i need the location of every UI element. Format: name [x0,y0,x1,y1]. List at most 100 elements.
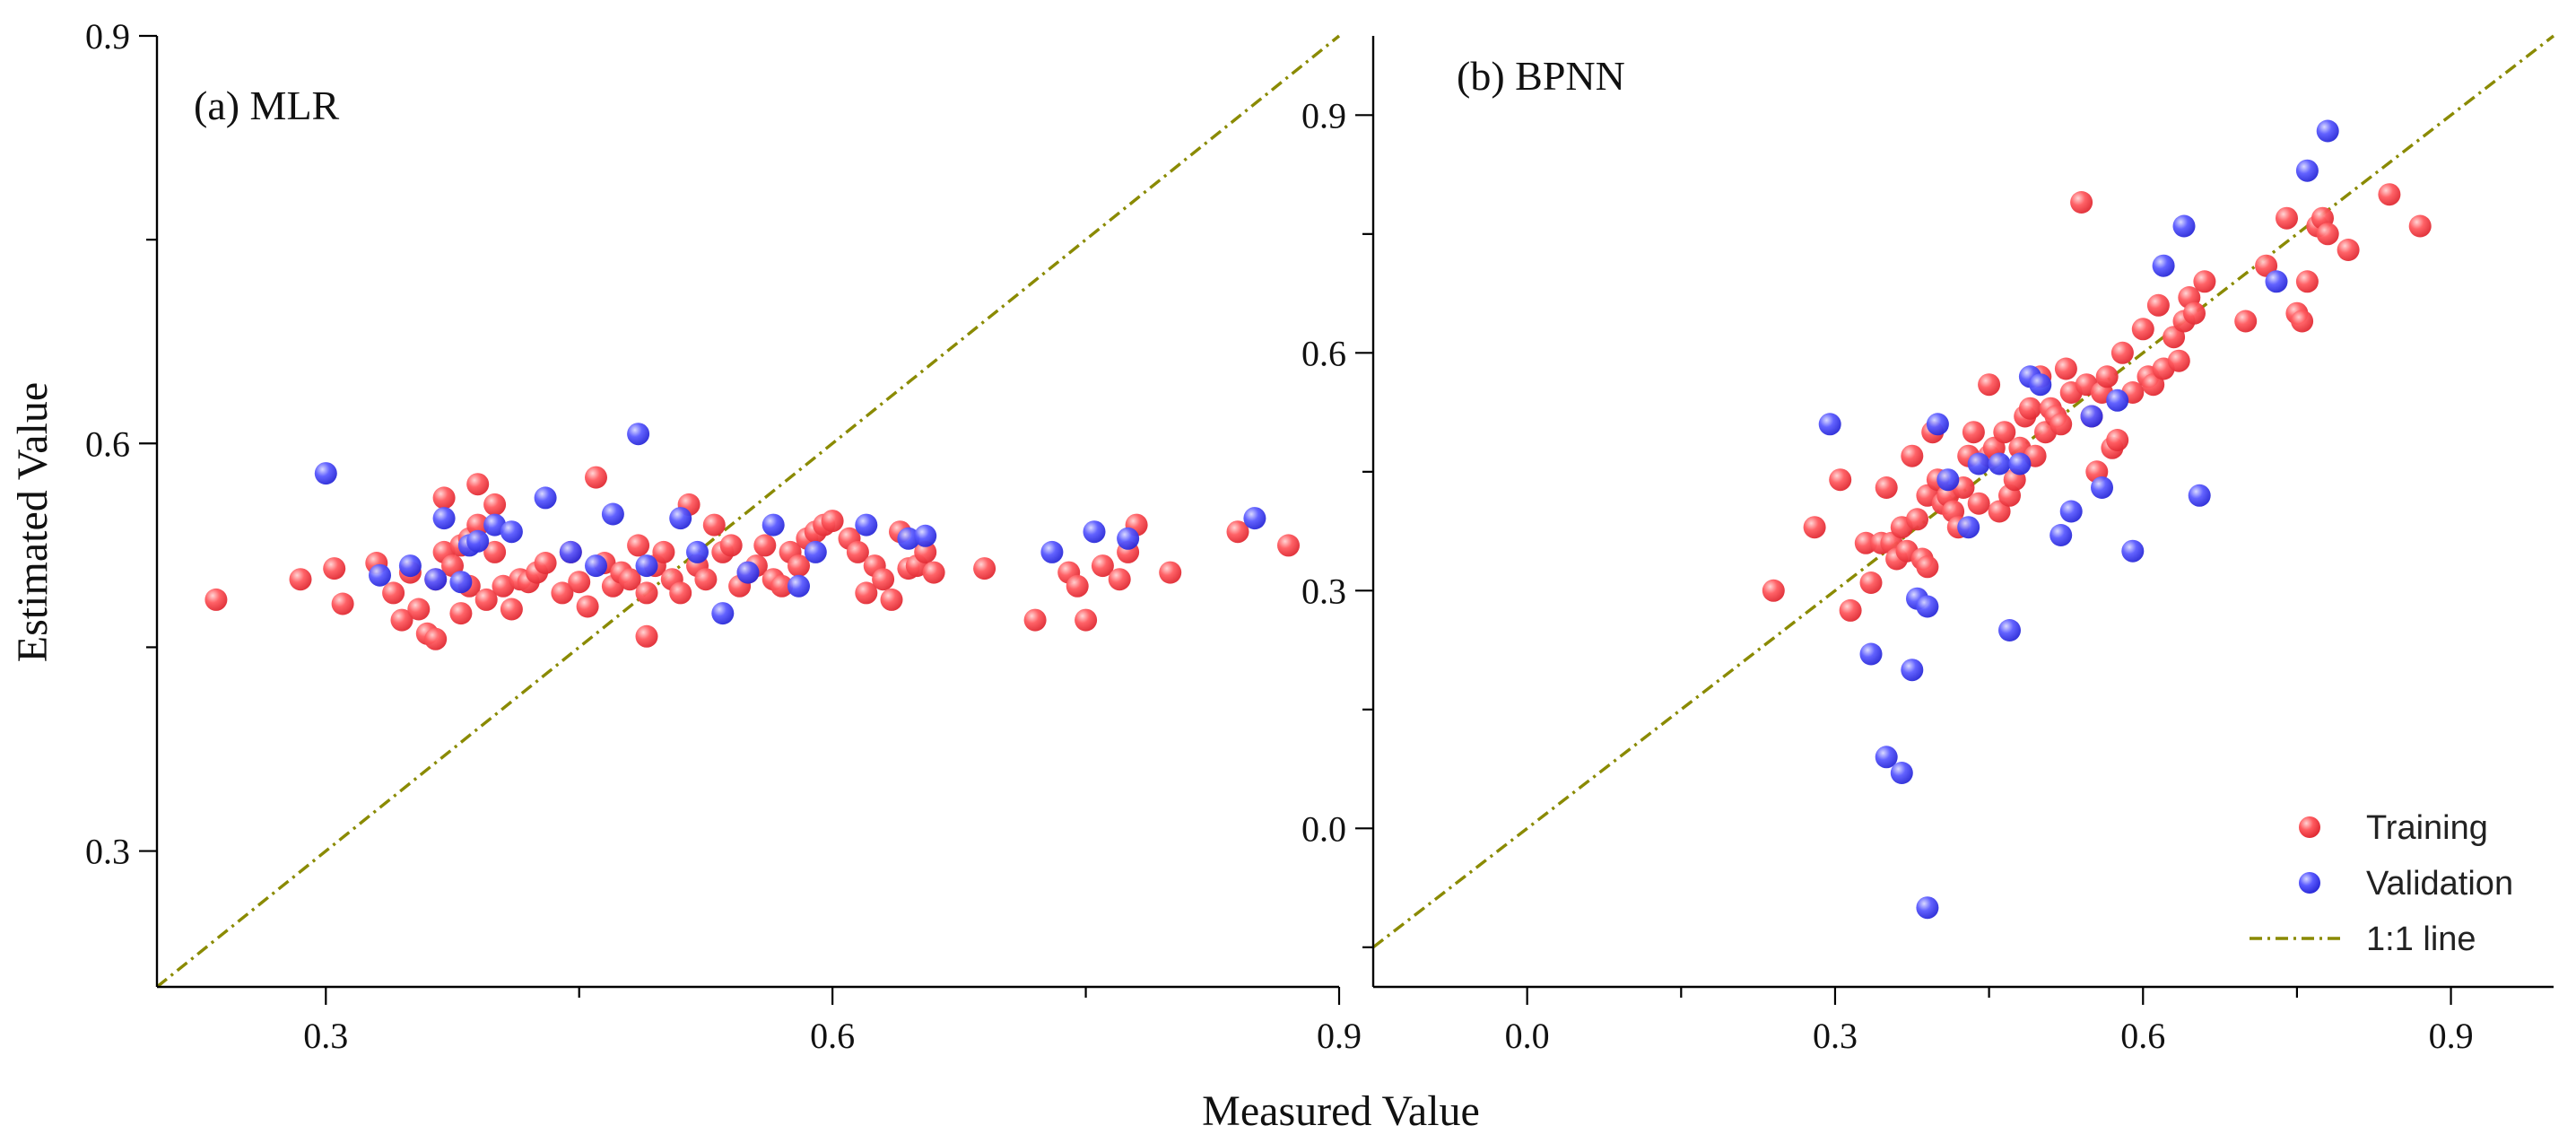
panel-a-training-point [492,574,515,598]
panel-b-training-point [1988,500,2011,523]
panel-b-reference-line [1371,34,2555,949]
panel-a-validation-point [1243,507,1266,530]
panel-b-training-point [1839,598,1862,622]
panel-b-training-point [1967,492,1990,515]
panel-a-training-point [880,588,903,611]
panel-b-validation-point [2029,373,2052,397]
panel-a-validation-point [449,571,473,594]
panel-a-training-point [576,595,599,618]
panel-b-validation-point [1916,595,1939,618]
panel-b-training-point [2054,357,2077,380]
panel-a-training-point [1226,520,1249,544]
panel-a-x-tick-label: 0.6 [810,1016,855,1056]
panel-a-validation-point [559,540,582,563]
panel-a-training-point [788,554,810,578]
panel-a-validation-point [534,486,557,510]
panel-b-training-point [2183,301,2206,325]
panel-a-training-point [289,568,312,591]
panel-b-training-point [1854,531,1877,554]
panel-b-training-point [2018,397,2041,420]
panel-a-training-point [1066,574,1089,598]
panel-a-training-point [855,581,878,605]
panel-a-training-point [1108,568,1131,591]
panel-a-validation-point [1040,540,1064,563]
panel-b-validation-point [2106,388,2129,412]
panel-b-training-point [2167,349,2190,372]
panel-a-validation-point [369,563,391,587]
panel-b-x-tick-label: 0.6 [2120,1016,2165,1056]
panel-b-training-point [2142,373,2165,397]
panel-b-validation-point [1859,642,1883,666]
panel-a-training-point [635,581,658,605]
panel-a-validation-point [432,507,456,530]
panel-a-y-tick-label: 0.3 [85,832,130,872]
panel-a-training-point [627,534,650,557]
panel-a-training-point [500,598,523,621]
panel-a-training-point [914,540,937,563]
panel-a-training-point [652,540,675,563]
panel-a-validation-point [398,554,422,578]
panel-a-training-point [770,574,794,598]
panel-a-training-point [466,513,490,537]
panel-a-mlr: 0.3 0.6 0.9 0.3 0.6 0.9 (a) MLR [85,16,1362,1056]
panel-b-validation-point [2152,254,2175,277]
panel-b-y-tick-label: 0.9 [1301,95,1346,135]
panel-a-validation-point [669,507,692,530]
panel-b-training-point [1829,468,1852,492]
panel-a-training-point [635,624,658,648]
panel-b-training-point [1906,508,1928,531]
panel-a-training-point [1075,608,1098,632]
panel-b-training-point [2316,222,2339,246]
legend-training-label: Training [2366,809,2488,847]
panel-b-training-point [1978,373,2001,397]
legend-line-label: 1:1 line [2366,921,2476,958]
panel-b-training-point [2276,206,2298,230]
panel-a-training-point [390,608,413,632]
panel-b-training-point [2295,270,2319,293]
panel-a-training-point [1091,554,1114,578]
panel-b-validation-point [2295,159,2319,182]
panel-a-training-point [973,557,996,580]
panel-a-training-point [821,510,844,533]
panel-a-training-point [432,486,456,510]
panel-b-training-point [1901,444,1924,467]
panel-b-validation-point [1818,413,1841,436]
panel-a-validation-point [635,554,658,578]
panel-a-validation-point [585,554,607,578]
panel-b-validation-point [2172,214,2196,238]
panel-a-training-point [331,592,354,615]
panel-b-training-point [2163,326,2186,349]
panel-a-training-point [449,602,473,625]
panel-b-training-point [1762,579,1785,602]
panel-a-reference-line [155,34,1341,989]
panel-b-y-tick-label: 0.3 [1301,571,1346,611]
panel-b-training-point [2131,318,2154,341]
panel-b-y-tick-label: 0.6 [1301,333,1346,373]
panel-a-training-point [922,561,945,584]
panel-a-training-point [1023,608,1047,632]
panel-b-validation-point [1875,746,1898,769]
panel-b-validation-point [1926,413,1949,436]
panel-b-training-point [2106,429,2129,451]
panel-a-training-point [483,540,507,563]
panel-a-y-tick-label: 0.6 [85,423,130,464]
panel-a-validation-point [686,540,709,563]
panel-a-y-tick-label: 0.9 [85,16,130,57]
panel-b-validation-point [2080,405,2103,428]
panel-b-validation-point [1890,762,1913,784]
panel-b-validation-point [2059,500,2083,523]
panel-b-validation-point [1998,619,2021,641]
panel-a-training-point [694,568,718,591]
panel-a-training-point [702,513,726,537]
panel-b-x-tick-label: 0.0 [1505,1016,1550,1056]
panel-a-training-point [753,534,777,557]
panel-b-x-tick-label: 0.9 [2429,1016,2474,1056]
panel-a-training-point [466,473,490,496]
panel-a-validation-point [711,602,735,625]
panel-b-x-tick-label: 0.3 [1813,1016,1858,1056]
panel-b-training-point [1803,516,1826,539]
panel-b-validation-point [2316,119,2339,143]
panel-b-training-point [2378,183,2401,206]
panel-b-validation-point [2188,484,2211,507]
